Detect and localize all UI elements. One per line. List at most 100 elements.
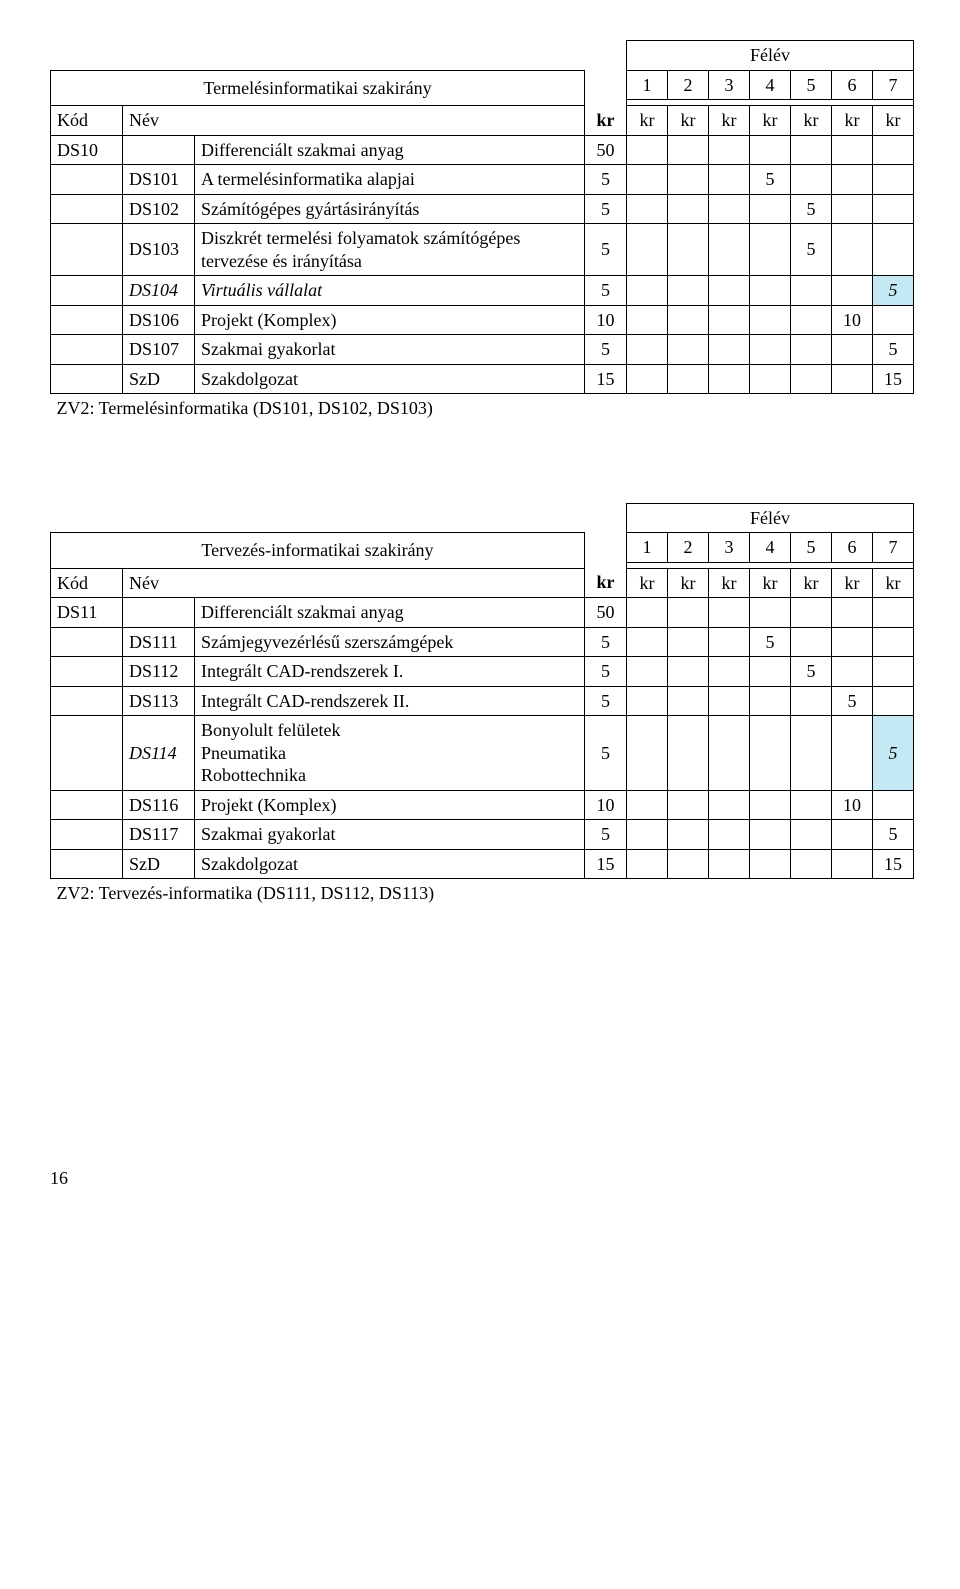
row-sem: [791, 364, 832, 394]
row-sem: [832, 224, 873, 276]
sem-1: 1: [627, 70, 668, 100]
row-kr: 5: [585, 657, 627, 687]
row-sem: [668, 686, 709, 716]
row-code2: SzD: [123, 364, 195, 394]
kr-h: kr: [750, 106, 791, 136]
row-code1: [51, 627, 123, 657]
row-code1: [51, 224, 123, 276]
row-sem: [873, 598, 914, 628]
row-sem: [750, 657, 791, 687]
kr-h: kr: [668, 568, 709, 598]
row-sem: [668, 224, 709, 276]
row-sem: [873, 224, 914, 276]
sem-7: 7: [873, 70, 914, 100]
curriculum-table-1: Félév Termelésinformatikai szakirány 1 2…: [50, 40, 914, 423]
row-kr: 5: [585, 716, 627, 791]
row-code2: [123, 598, 195, 628]
sem-3: 3: [709, 70, 750, 100]
row-sem: [627, 135, 668, 165]
track-title-1: Termelésinformatikai szakirány: [51, 70, 585, 106]
row-sem: [668, 364, 709, 394]
row-sem: [791, 820, 832, 850]
row-sem: [709, 716, 750, 791]
row-kr: 10: [585, 790, 627, 820]
row-code1: [51, 364, 123, 394]
row-sem: [750, 194, 791, 224]
kr-h: kr: [873, 568, 914, 598]
row-name: Számítógépes gyártásirányítás: [195, 194, 585, 224]
col-kr: kr: [585, 106, 627, 136]
row-sem: 5: [873, 276, 914, 306]
row-sem: [832, 657, 873, 687]
semester-header: Félév: [627, 503, 914, 533]
row-code2: DS106: [123, 305, 195, 335]
row-kr: 5: [585, 194, 627, 224]
sem-1: 1: [627, 533, 668, 563]
row-name: Differenciált szakmai anyag: [195, 598, 585, 628]
row-name: Szakmai gyakorlat: [195, 820, 585, 850]
row-sem: [627, 305, 668, 335]
row-sem: [668, 194, 709, 224]
row-sem: [873, 686, 914, 716]
row-sem: [668, 790, 709, 820]
row-sem: [873, 627, 914, 657]
row-sem: [627, 598, 668, 628]
row-kr: 5: [585, 276, 627, 306]
row-code2: DS113: [123, 686, 195, 716]
row-sem: [791, 686, 832, 716]
row-name: Szakdolgozat: [195, 849, 585, 879]
row-sem: [873, 194, 914, 224]
row-sem: [832, 165, 873, 195]
kr-h: kr: [627, 106, 668, 136]
row-sem: [791, 165, 832, 195]
row-sem: [750, 686, 791, 716]
row-sem: [832, 627, 873, 657]
row-sem: 5: [873, 820, 914, 850]
row-sem: [668, 598, 709, 628]
sem-2: 2: [668, 70, 709, 100]
row-code2: DS116: [123, 790, 195, 820]
row-sem: [873, 135, 914, 165]
row-sem: [668, 820, 709, 850]
kr-h: kr: [627, 568, 668, 598]
row-sem: [709, 276, 750, 306]
row-kr: 15: [585, 364, 627, 394]
sem-4: 4: [750, 70, 791, 100]
row-name: Szakmai gyakorlat: [195, 335, 585, 365]
sem-4: 4: [750, 533, 791, 563]
row-kr: 10: [585, 305, 627, 335]
row-sem: [750, 135, 791, 165]
row-code2: DS117: [123, 820, 195, 850]
row-sem: [627, 335, 668, 365]
row-name: Virtuális vállalat: [195, 276, 585, 306]
row-sem: [750, 276, 791, 306]
row-sem: [627, 686, 668, 716]
row-code1: [51, 686, 123, 716]
row-code1: DS10: [51, 135, 123, 165]
row-sem: 10: [832, 790, 873, 820]
row-name: Szakdolgozat: [195, 364, 585, 394]
row-code1: [51, 716, 123, 791]
row-sem: [791, 335, 832, 365]
kr-h: kr: [873, 106, 914, 136]
row-sem: 15: [873, 849, 914, 879]
track-title-2: Tervezés-informatikai szakirány: [51, 533, 585, 569]
row-sem: [627, 820, 668, 850]
row-sem: [832, 716, 873, 791]
page-number: 16: [50, 1168, 910, 1189]
row-code1: [51, 194, 123, 224]
row-sem: 5: [791, 194, 832, 224]
row-sem: [627, 194, 668, 224]
row-code2: SzD: [123, 849, 195, 879]
row-kr: 5: [585, 224, 627, 276]
row-sem: [832, 364, 873, 394]
row-name: Differenciált szakmai anyag: [195, 135, 585, 165]
row-sem: 5: [791, 657, 832, 687]
col-nev: Név: [123, 568, 585, 598]
row-name: Bonyolult felületek Pneumatika Robottech…: [195, 716, 585, 791]
row-sem: 5: [873, 716, 914, 791]
row-code2: DS104: [123, 276, 195, 306]
row-code2: DS107: [123, 335, 195, 365]
row-sem: [750, 716, 791, 791]
row-sem: [627, 165, 668, 195]
